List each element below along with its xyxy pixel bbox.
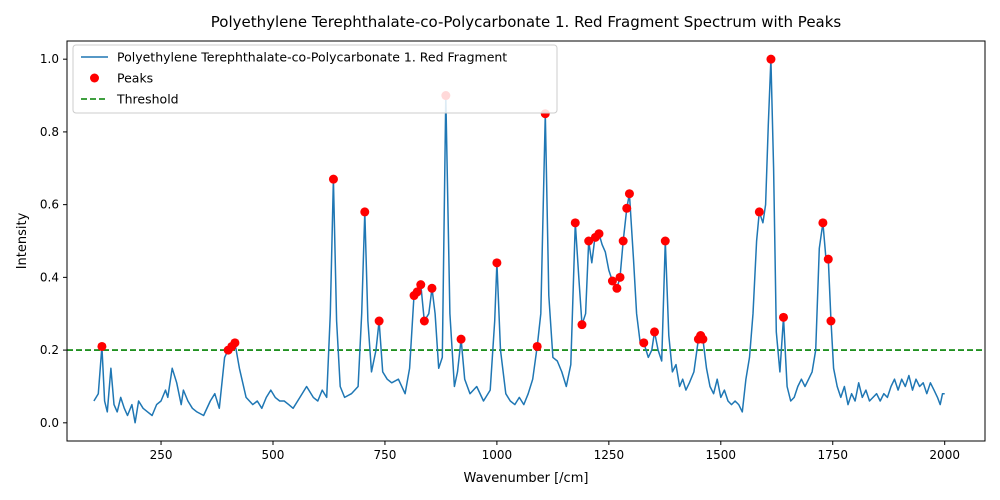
y-tick-label: 0.6 — [40, 198, 59, 212]
axis-ticks: 250 500 750 1000 1250 1500 1750 2000 0.0 0.2 0.4 0.… — [40, 52, 960, 462]
y-axis-label: Intensity — [15, 212, 30, 269]
legend-label: Polyethylene Terephthalate-co-Polycarbon… — [117, 50, 507, 65]
peak-marker — [618, 236, 628, 246]
peak-marker — [615, 272, 625, 282]
peak-marker — [607, 276, 617, 286]
peak-marker — [97, 341, 107, 351]
peak-marker — [766, 54, 776, 64]
peak-marker — [416, 280, 426, 290]
peak-marker — [230, 338, 240, 348]
peak-marker — [826, 316, 836, 326]
x-tick-label: 2000 — [929, 448, 960, 462]
x-tick-label: 1250 — [594, 448, 625, 462]
peak-marker — [778, 312, 788, 322]
peak-marker — [624, 189, 634, 199]
peak-marker — [360, 207, 370, 217]
y-tick-label: 0.0 — [40, 416, 59, 430]
peak-marker — [622, 203, 632, 213]
peak-marker — [492, 258, 502, 268]
legend-box — [72, 44, 558, 114]
x-tick-label: 250 — [150, 448, 173, 462]
legend: Polyethylene Terephthalate-co-Polycarbon… — [72, 44, 558, 114]
x-tick-label: 500 — [262, 448, 285, 462]
peak-marker — [532, 341, 542, 351]
x-tick-label: 1500 — [706, 448, 737, 462]
legend-swatch-peaks — [90, 73, 99, 83]
x-axis-label: Wavenumber [/cm] — [464, 471, 589, 486]
peak-marker — [639, 338, 649, 348]
legend-label: Threshold — [116, 92, 179, 107]
y-tick-label: 0.8 — [40, 125, 59, 139]
peak-marker — [577, 320, 587, 330]
peak-marker — [456, 334, 466, 344]
peak-marker — [374, 316, 384, 326]
peak-marker — [612, 283, 622, 293]
chart-title: Polyethylene Terephthalate-co-Polycarbon… — [211, 13, 842, 31]
spectrum-line — [93, 58, 945, 424]
peak-marker — [594, 229, 604, 239]
x-tick-label: 1000 — [482, 448, 513, 462]
peak-marker — [328, 174, 338, 184]
peak-marker — [754, 207, 764, 217]
plot-area — [67, 54, 985, 424]
peak-marker — [660, 236, 670, 246]
peak-marker — [412, 287, 422, 297]
peak-marker — [650, 327, 660, 337]
x-tick-label: 1750 — [817, 448, 848, 462]
y-tick-label: 0.4 — [40, 270, 59, 284]
y-tick-label: 0.2 — [40, 343, 59, 357]
y-tick-label: 1.0 — [40, 52, 59, 66]
peak-marker — [419, 316, 429, 326]
peak-marker — [427, 283, 437, 293]
peak-marker — [698, 334, 708, 344]
x-tick-label: 750 — [373, 448, 396, 462]
axes-frame — [66, 40, 986, 442]
peak-marker — [584, 236, 594, 246]
peak-marker — [818, 218, 828, 228]
legend-label: Peaks — [117, 71, 153, 86]
peak-marker — [570, 218, 580, 228]
peak-marker — [823, 254, 833, 264]
